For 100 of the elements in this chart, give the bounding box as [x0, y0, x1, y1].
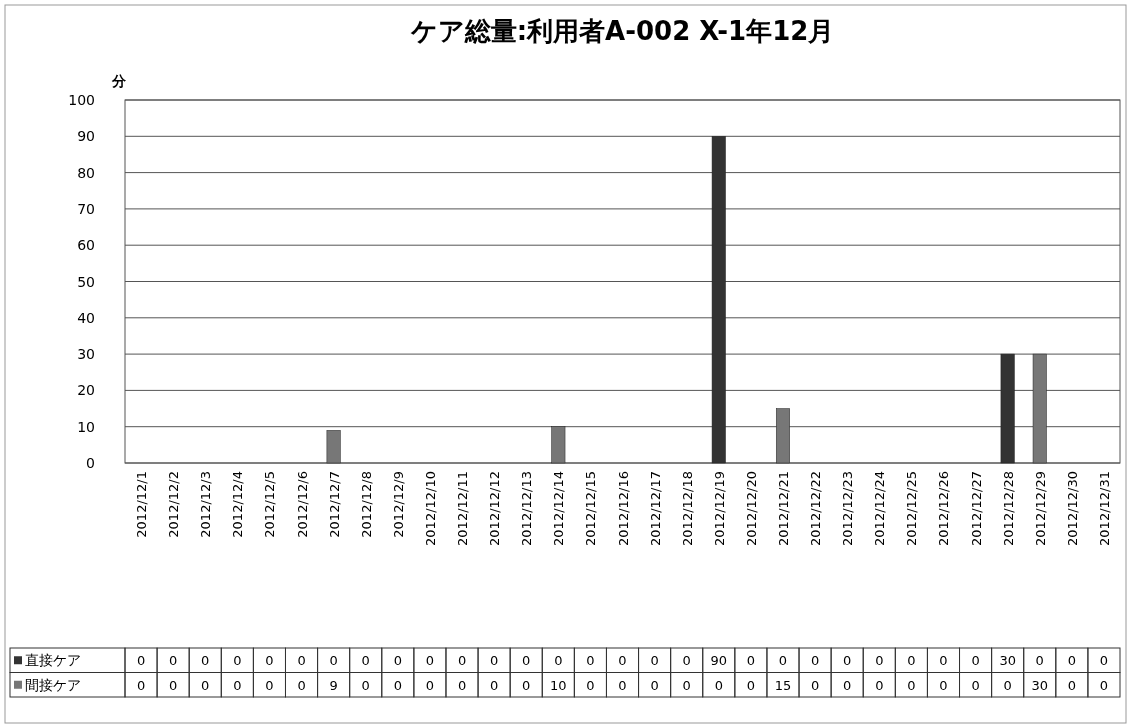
- data-label: 0: [843, 653, 852, 669]
- data-label: 0: [810, 677, 820, 693]
- x-tick-label: 2012/12/16: [615, 471, 631, 546]
- data-label: 0: [425, 653, 435, 669]
- data-label: 0: [714, 677, 723, 693]
- data-label: 0: [169, 677, 178, 693]
- data-label: 0: [907, 677, 916, 693]
- y-tick-label: 80: [77, 164, 95, 181]
- x-tick-label: 2012/12/1: [134, 471, 150, 538]
- x-tick-label: 2012/12/21: [775, 471, 791, 546]
- data-label: 0: [522, 677, 531, 693]
- data-label: 0: [682, 677, 691, 693]
- x-tick-label: 2012/12/31: [1096, 471, 1112, 546]
- data-label: 0: [939, 677, 948, 693]
- x-tick-label: 2012/12/30: [1064, 471, 1080, 546]
- data-label: 0: [1099, 653, 1109, 669]
- x-tick-label: 2012/12/20: [743, 471, 759, 546]
- x-tick-label: 2012/12/13: [519, 471, 535, 546]
- data-label: 0: [618, 653, 627, 669]
- chart-title: ケア総量:利用者A-002 X-1年12月: [409, 16, 835, 46]
- data-label: 0: [971, 653, 980, 669]
- data-label: 0: [297, 653, 306, 669]
- data-label: 0: [650, 677, 659, 693]
- data-label: 0: [169, 653, 178, 669]
- data-label: 0: [265, 653, 274, 669]
- data-label: 0: [939, 653, 948, 669]
- data-label: 0: [682, 653, 691, 669]
- data-label: 0: [586, 653, 595, 669]
- data-label: 0: [425, 677, 435, 693]
- data-label: 0: [522, 653, 531, 669]
- data-label: 0: [361, 653, 370, 669]
- data-label: 0: [265, 677, 274, 693]
- data-label: 0: [1035, 653, 1044, 669]
- data-label: 0: [875, 653, 884, 669]
- x-tick-label: 2012/12/11: [455, 471, 471, 546]
- x-tick-label: 2012/12/24: [872, 471, 888, 546]
- data-label: 0: [489, 677, 499, 693]
- y-tick-label: 0: [86, 455, 95, 471]
- data-label: 0: [1003, 677, 1012, 693]
- bar: [326, 430, 341, 464]
- y-tick-label: 50: [77, 273, 95, 290]
- data-label: 10: [550, 677, 567, 693]
- y-tick-label: 100: [68, 92, 95, 108]
- data-label: 0: [233, 677, 242, 693]
- y-tick-label: 10: [77, 418, 95, 435]
- data-label: 0: [329, 653, 338, 669]
- x-tick-label: 2012/12/9: [390, 471, 406, 538]
- data-label: 0: [457, 653, 467, 669]
- x-tick-label: 2012/12/2: [166, 471, 182, 538]
- y-tick-label: 70: [77, 200, 95, 217]
- bar: [711, 136, 726, 464]
- data-label: 0: [843, 677, 852, 693]
- data-label: 30: [1031, 677, 1049, 693]
- x-tick-label: 2012/12/14: [551, 471, 567, 546]
- data-label: 0: [1067, 653, 1076, 669]
- data-label: 0: [746, 677, 756, 693]
- data-label: 0: [810, 653, 820, 669]
- legend-label: 直接ケア: [25, 652, 81, 669]
- bar: [551, 426, 566, 464]
- data-label: 0: [1099, 677, 1109, 693]
- data-label: 0: [778, 653, 788, 669]
- x-tick-label: 2012/12/23: [840, 471, 856, 546]
- data-label: 0: [554, 653, 563, 669]
- data-label: 0: [586, 677, 595, 693]
- data-label: 0: [136, 653, 146, 669]
- y-tick-label: 40: [77, 309, 95, 326]
- y-axis-title: 分: [111, 73, 127, 89]
- x-tick-label: 2012/12/15: [583, 471, 599, 546]
- x-tick-label: 2012/12/19: [711, 471, 727, 546]
- x-tick-label: 2012/12/22: [808, 471, 824, 546]
- data-label: 30: [999, 653, 1016, 669]
- data-label: 15: [774, 677, 792, 693]
- data-label: 0: [201, 653, 210, 669]
- data-label: 0: [233, 653, 242, 669]
- data-label: 90: [710, 653, 728, 669]
- data-label: 9: [329, 677, 338, 693]
- x-tick-label: 2012/12/3: [198, 471, 214, 538]
- data-label: 0: [746, 653, 756, 669]
- x-tick-label: 2012/12/25: [904, 471, 920, 546]
- x-tick-label: 2012/12/7: [326, 471, 342, 538]
- x-tick-label: 2012/12/27: [968, 471, 984, 546]
- data-label: 0: [875, 677, 884, 693]
- x-tick-label: 2012/12/18: [679, 471, 695, 546]
- x-tick-label: 2012/12/8: [358, 471, 374, 538]
- bar: [1000, 353, 1015, 464]
- x-tick-label: 2012/12/5: [262, 471, 278, 538]
- x-tick-label: 2012/12/26: [936, 471, 952, 546]
- x-tick-label: 2012/12/12: [487, 471, 503, 546]
- data-label: 0: [297, 677, 306, 693]
- data-label: 0: [650, 653, 659, 669]
- data-label: 0: [201, 677, 210, 693]
- data-label: 0: [907, 653, 916, 669]
- x-tick-label: 2012/12/28: [1000, 471, 1016, 546]
- x-tick-label: 2012/12/4: [230, 471, 246, 538]
- bar: [1032, 353, 1047, 464]
- x-tick-label: 2012/12/10: [422, 471, 438, 546]
- data-label: 0: [618, 677, 627, 693]
- x-tick-label: 2012/12/17: [647, 471, 663, 546]
- x-tick-label: 2012/12/29: [1032, 471, 1048, 546]
- y-tick-label: 20: [77, 382, 95, 399]
